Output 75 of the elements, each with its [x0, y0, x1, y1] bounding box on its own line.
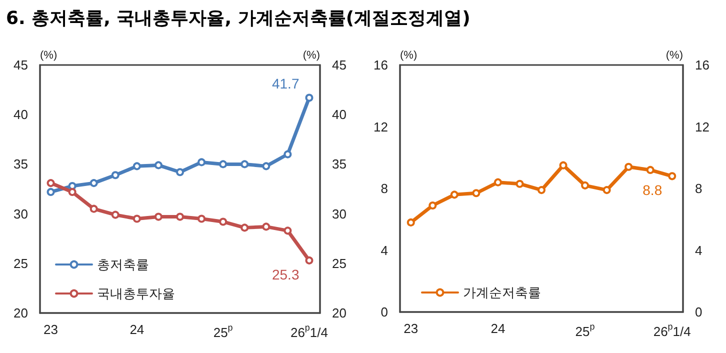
y2-tick-label: 0: [695, 304, 702, 320]
point: [559, 161, 568, 170]
point: [262, 162, 270, 170]
y-tick-label: 4: [380, 242, 388, 258]
point: [262, 222, 270, 231]
y-tick-label: 45: [14, 58, 28, 72]
point: [240, 224, 249, 232]
point: [624, 162, 633, 171]
point: [132, 214, 141, 223]
point: [154, 212, 162, 221]
point: [90, 179, 98, 188]
y-tick-label: 8: [380, 181, 388, 196]
point: [176, 212, 184, 221]
y-tick-label: 25: [14, 256, 28, 271]
y-tick-label: 16: [374, 58, 388, 72]
legend-label: 총저축률: [97, 257, 149, 272]
point: [284, 226, 292, 235]
y2-tick-label: 16: [695, 58, 710, 72]
point: [176, 168, 184, 176]
point: [111, 210, 120, 219]
point: [450, 190, 458, 199]
data-label: 25.3: [272, 266, 300, 282]
y-axis-title: (%): [400, 50, 418, 62]
point: [198, 158, 206, 166]
x-tick-label: 24: [490, 321, 506, 336]
legend-label: 가계순저축률: [463, 285, 541, 300]
point: [46, 188, 55, 196]
point: [198, 214, 206, 223]
y2-tick-label: 45: [332, 58, 346, 72]
point: [494, 178, 502, 186]
point: [305, 256, 314, 264]
point: [406, 218, 415, 226]
data-label: 41.7: [272, 76, 300, 92]
y2-tick-label: 25: [332, 256, 346, 271]
y2-tick-label: 4: [695, 242, 702, 258]
point: [305, 94, 314, 102]
point: [90, 204, 98, 213]
point: [219, 160, 228, 168]
point: [111, 171, 120, 180]
x-tick-label: 23: [44, 322, 58, 337]
y2-tick-label: 30: [332, 206, 346, 222]
point: [154, 161, 162, 170]
point: [284, 150, 292, 158]
point: [240, 160, 249, 168]
y2-tick-label: 40: [332, 107, 346, 122]
chart-title: 6. 총저축률, 국내총투자율, 가계순저축률(계절조정계열): [6, 7, 470, 30]
point: [668, 172, 676, 180]
y2-tick-label: 8: [695, 181, 702, 196]
point: [646, 166, 654, 174]
y2-tick-label: 20: [332, 306, 346, 320]
point: [219, 218, 228, 226]
y-tick-label: 40: [14, 107, 28, 122]
y2-tick-label: 12: [695, 119, 710, 134]
y-tick-label: 0: [380, 304, 388, 320]
point: [46, 179, 55, 188]
y-tick-label: 35: [14, 156, 28, 172]
point: [428, 201, 437, 210]
y2-axis-title: (%): [302, 50, 320, 62]
data-label: 8.8: [642, 182, 662, 198]
point: [516, 180, 524, 188]
point: [602, 186, 611, 194]
point: [581, 181, 590, 190]
y2-axis-title: (%): [666, 50, 683, 62]
point: [472, 189, 480, 198]
y-tick-label: 30: [14, 206, 28, 222]
x-tick-label: 24: [130, 322, 144, 337]
y-axis-title: (%): [40, 50, 58, 62]
y2-tick-label: 35: [332, 156, 346, 172]
point: [538, 186, 546, 194]
point: [132, 162, 141, 170]
point: [68, 188, 76, 196]
legend-label: 국내총투자율: [97, 286, 175, 301]
y-tick-label: 12: [374, 119, 388, 134]
y-tick-label: 20: [14, 306, 28, 320]
x-tick-label: 23: [404, 321, 418, 336]
